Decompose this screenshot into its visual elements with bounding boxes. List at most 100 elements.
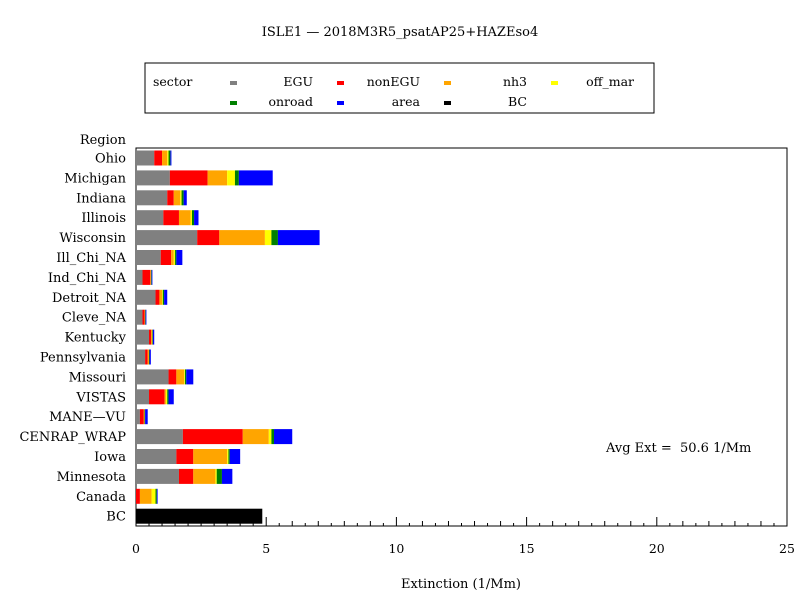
bar-Indiana-EGU — [136, 190, 168, 206]
legend-swatch-area — [337, 101, 344, 105]
bar-Kentucky-EGU — [136, 329, 150, 345]
y-tick-label: BC — [106, 510, 126, 525]
bar-Illinois-off_mar — [190, 210, 192, 226]
bar-Ill_Chi_NA-onroad — [175, 250, 177, 265]
legend-label-onroad: onroad — [268, 94, 313, 109]
bar-Ill_Chi_NA-nh3 — [171, 250, 174, 265]
bar-Canada-off_mar — [151, 488, 156, 504]
y-tick-labels: Ohio Michigan Indiana Illinois Wisconsin Ill_… — [19, 152, 126, 525]
bar-Wisconsin-nh3 — [219, 230, 265, 246]
y-tick-label: Kentucky — [64, 331, 126, 346]
bar-Ohio-nonEGU — [154, 150, 163, 166]
bar-Michigan-EGU — [136, 170, 170, 186]
bar-Iowa-nh3 — [193, 449, 228, 464]
bar-Minnesota-nonEGU — [178, 468, 194, 484]
bar-Missouri-nonEGU — [168, 369, 177, 385]
x-tick-label: 15 — [519, 541, 535, 556]
bar-Cleve_NA-onroad — [145, 309, 146, 325]
bar-Indiana-onroad — [181, 190, 184, 206]
bar-Ohio-EGU — [136, 150, 155, 166]
y-tick-label: Missouri — [69, 370, 126, 385]
bar-Detroit_NA-area — [164, 289, 168, 305]
bar-Indiana-nonEGU — [167, 190, 174, 206]
legend-label-EGU: EGU — [283, 74, 313, 89]
bar-CENRAP_WRAP-nonEGU — [182, 429, 243, 445]
bar-Wisconsin-off_mar — [264, 230, 272, 246]
bar-Ind_Chi_NA-EGU — [136, 269, 143, 285]
bar-Illinois-onroad — [191, 210, 195, 226]
bar-Illinois-nh3 — [178, 210, 191, 226]
x-tick-label: 20 — [649, 541, 665, 556]
bar-Minnesota-off_mar — [215, 468, 217, 484]
bar-Cleve_NA-nh3 — [144, 309, 146, 325]
bar-MANE—VU-EGU — [136, 409, 140, 425]
bars — [136, 150, 320, 524]
bar-Detroit_NA-nh3 — [159, 289, 163, 305]
bar-Iowa-EGU — [136, 449, 177, 464]
bar-Missouri-off_mar — [184, 369, 185, 385]
bar-Kentucky-nonEGU — [149, 329, 152, 345]
legend-label-area: area — [392, 94, 421, 109]
bar-Cleve_NA-nonEGU — [142, 309, 145, 325]
legend-title: sector — [153, 74, 192, 89]
y-tick-label: Detroit_NA — [52, 291, 127, 306]
bar-Wisconsin-nonEGU — [197, 230, 220, 246]
bar-Detroit_NA-EGU — [136, 289, 156, 305]
bar-Ohio-nh3 — [162, 150, 168, 166]
bar-Detroit_NA-off_mar — [162, 289, 163, 305]
x-tick-label: 5 — [262, 541, 270, 556]
bar-Wisconsin-EGU — [136, 230, 198, 246]
y-tick-label: Iowa — [94, 450, 126, 465]
legend-swatch-BC — [444, 101, 451, 105]
chart-title: ISLE1 — 2018M3R5_psatAP25+HAZEso4 — [262, 25, 538, 40]
bar-Indiana-nh3 — [173, 190, 181, 206]
bar-Missouri-onroad — [184, 369, 187, 385]
bar-Missouri-nh3 — [176, 369, 185, 385]
bar-MANE—VU-onroad — [144, 409, 146, 425]
bar-Minnesota-EGU — [136, 468, 179, 484]
legend-swatch-off_mar — [551, 81, 558, 85]
legend-label-off_mar: off_mar — [586, 74, 634, 89]
bar-Ohio-onroad — [168, 150, 171, 166]
bar-Michigan-nonEGU — [169, 170, 208, 186]
bar-Iowa-onroad — [228, 449, 230, 464]
bar-Indiana-off_mar — [180, 190, 182, 206]
legend-label-BC: BC — [508, 94, 527, 109]
x-tick-label: 25 — [779, 541, 795, 556]
bar-Cleve_NA-area — [145, 309, 147, 325]
bar-Missouri-area — [186, 369, 194, 385]
bar-Indiana-area — [183, 190, 187, 206]
bar-Cleve_NA-EGU — [136, 309, 143, 325]
bar-VISTAS-off_mar — [165, 389, 168, 405]
bar-Minnesota-area — [221, 468, 233, 484]
bar-Iowa-area — [229, 449, 241, 464]
y-tick-label: Minnesota — [57, 470, 127, 485]
bar-Michigan-nh3 — [207, 170, 228, 186]
bar-Wisconsin-onroad — [271, 230, 278, 246]
bar-Ill_Chi_NA-off_mar — [173, 250, 176, 265]
bar-Ill_Chi_NA-nonEGU — [160, 250, 172, 265]
bar-Michigan-off_mar — [227, 170, 235, 186]
bar-Ind_Chi_NA-area — [151, 269, 153, 285]
bar-Ohio-area — [170, 150, 172, 166]
bar-Canada-area — [156, 488, 158, 504]
bar-VISTAS-onroad — [167, 389, 169, 405]
bar-Iowa-nonEGU — [176, 449, 194, 464]
bar-VISTAS-EGU — [136, 389, 150, 405]
legend-swatch-onroad — [230, 101, 237, 105]
bar-CENRAP_WRAP-EGU — [136, 429, 183, 445]
y-tick-label: Illinois — [81, 211, 126, 226]
y-tick-label: Pennsylvania — [40, 351, 126, 366]
y-tick-label: MANE—VU — [49, 410, 126, 425]
bar-CENRAP_WRAP-off_mar — [268, 429, 272, 445]
bar-Ill_Chi_NA-area — [176, 250, 183, 265]
bar-Pennsylvania-nonEGU — [145, 349, 148, 365]
bar-Pennsylvania-onroad — [149, 349, 150, 365]
bar-Ind_Chi_NA-onroad — [151, 269, 152, 285]
y-tick-label: Canada — [76, 490, 126, 505]
x-axis-ticks: 0 5 10 15 20 25 — [132, 517, 795, 556]
legend-swatch-EGU — [230, 81, 237, 85]
bar-Pennsylvania-area — [149, 349, 151, 365]
